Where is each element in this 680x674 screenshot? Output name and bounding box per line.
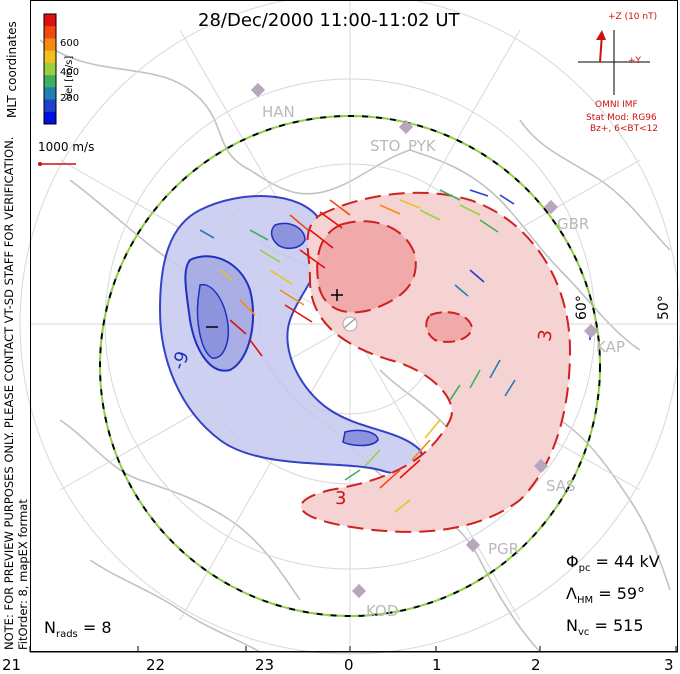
- station-gbr: GBR: [557, 215, 590, 233]
- imf-model-line1: Stat Mod: RG96: [586, 113, 657, 123]
- fit-order-note: FitOrder: 8, mapEX format: [16, 499, 30, 650]
- colorbar-swatch: [44, 62, 56, 76]
- colorbar-swatch: [44, 99, 56, 113]
- plot-frame: [30, 0, 678, 652]
- imf-clock-dial: [578, 30, 650, 95]
- stat-n-rads: Nrads = 8: [44, 618, 112, 641]
- colorbar-swatch: [44, 26, 56, 39]
- preview-note: NOTE: FOR PREVIEW PURPOSES ONLY. PLEASE …: [2, 136, 16, 650]
- heppner-maynard-boundary: [99, 115, 601, 617]
- colorbar-swatch: [44, 75, 56, 88]
- contour-label-positive-2: 3: [335, 488, 347, 509]
- colorbar-border: [43, 13, 57, 125]
- vector-scale-icon: [38, 162, 76, 166]
- colorbar-tick-200: 200: [60, 93, 80, 104]
- sun-direction-icon: [342, 316, 358, 332]
- stat-n-vc: Nvc = 515: [566, 616, 644, 639]
- station-kod: KOD: [366, 602, 399, 620]
- imf-model-line2: Bz+, 6<BT<12: [590, 124, 659, 134]
- imf-z-label: +Z (10 nT): [608, 12, 658, 22]
- velocity-colorbar: [43, 13, 57, 125]
- station-pgr: PGR: [488, 540, 520, 558]
- colorbar-tick-400: 400: [60, 67, 80, 78]
- stat-lambda-hm: ΛHM = 59°: [566, 584, 646, 607]
- mlt-tick-23: 23: [255, 656, 275, 674]
- coordinates-label: MLT coordinates: [5, 21, 19, 118]
- station-kap: KAP: [596, 338, 625, 356]
- station-pyk: PYK: [408, 137, 436, 155]
- mlt-tick-2: 2: [531, 656, 541, 674]
- station-han: HAN: [262, 103, 295, 121]
- station-sto: STO: [370, 137, 401, 155]
- station-sas: SAS: [546, 477, 576, 495]
- imf-y-label: +Y: [628, 56, 642, 66]
- plot-title: 28/Dec/2000 11:00-11:02 UT: [198, 10, 460, 31]
- potential-extrema-markers: [206, 289, 343, 328]
- latitude-label-50: 50°: [656, 295, 672, 320]
- colorbar-tick-600: 600: [60, 38, 80, 49]
- colorbar-swatch: [44, 50, 56, 64]
- colorbar-swatch: [44, 111, 56, 125]
- velocity-vectors: [199, 189, 591, 513]
- latitude-label-60: 60°: [574, 295, 590, 320]
- dawn-cell: [300, 191, 572, 533]
- colorbar-swatch: [44, 87, 56, 101]
- vector-scale-label: 1000 m/s: [38, 140, 95, 154]
- colorbar-swatch: [44, 38, 56, 52]
- colorbar-swatch: [44, 14, 56, 27]
- stat-phi-pc: Φpc = 44 kV: [566, 552, 660, 575]
- mlt-tick-22: 22: [146, 656, 166, 674]
- mlt-tick-21: 21: [2, 656, 22, 674]
- imf-source: OMNI IMF: [595, 100, 638, 110]
- mlt-tick-1: 1: [432, 656, 442, 674]
- mlt-tick-3: 3: [664, 656, 674, 674]
- mlt-tick-0: 0: [344, 656, 354, 674]
